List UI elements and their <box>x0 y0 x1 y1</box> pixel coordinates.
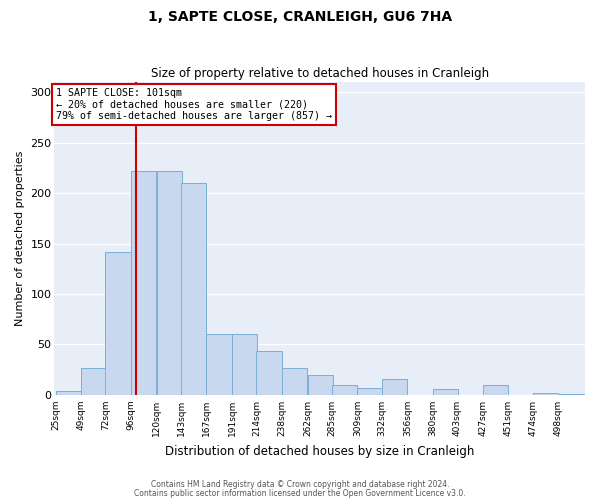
Bar <box>533 393 558 395</box>
Title: Size of property relative to detached houses in Cranleigh: Size of property relative to detached ho… <box>151 66 489 80</box>
Bar <box>106 252 131 395</box>
Text: 1 SAPTE CLOSE: 101sqm
← 20% of detached houses are smaller (220)
79% of semi-det: 1 SAPTE CLOSE: 101sqm ← 20% of detached … <box>56 88 332 122</box>
Bar <box>308 374 333 395</box>
Bar <box>332 385 357 395</box>
Bar <box>483 385 508 395</box>
Bar <box>157 171 182 395</box>
Bar <box>358 388 383 395</box>
Text: Contains HM Land Registry data © Crown copyright and database right 2024.: Contains HM Land Registry data © Crown c… <box>151 480 449 489</box>
Bar <box>81 368 106 395</box>
Bar <box>181 183 206 395</box>
Bar <box>433 389 458 395</box>
Bar <box>206 334 232 395</box>
Bar <box>559 394 584 395</box>
Bar <box>382 379 407 395</box>
Text: Contains public sector information licensed under the Open Government Licence v3: Contains public sector information licen… <box>134 488 466 498</box>
Bar <box>232 334 257 395</box>
X-axis label: Distribution of detached houses by size in Cranleigh: Distribution of detached houses by size … <box>165 444 475 458</box>
Bar <box>56 391 81 395</box>
Y-axis label: Number of detached properties: Number of detached properties <box>15 151 25 326</box>
Bar <box>282 368 307 395</box>
Bar <box>256 350 281 395</box>
Bar <box>131 171 156 395</box>
Text: 1, SAPTE CLOSE, CRANLEIGH, GU6 7HA: 1, SAPTE CLOSE, CRANLEIGH, GU6 7HA <box>148 10 452 24</box>
